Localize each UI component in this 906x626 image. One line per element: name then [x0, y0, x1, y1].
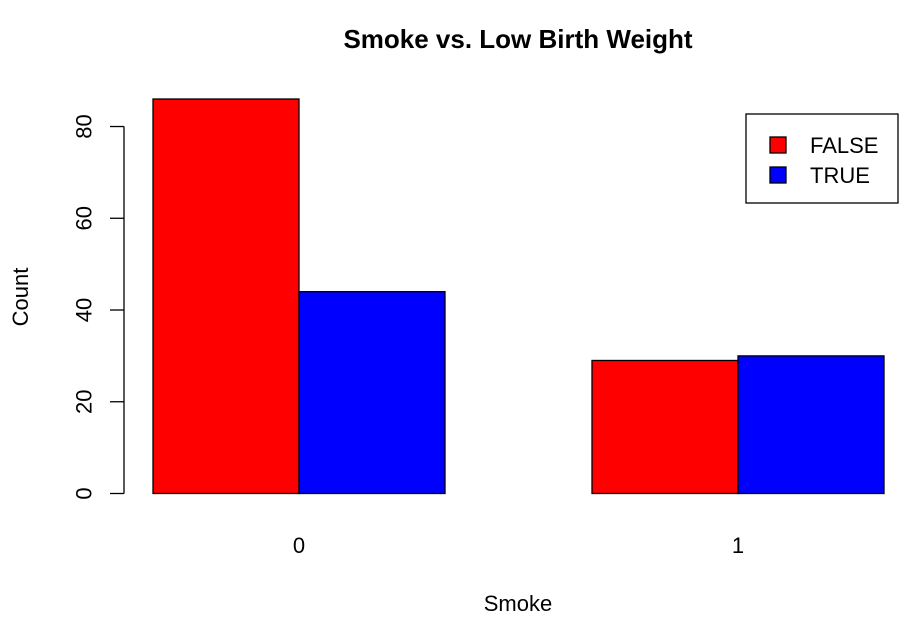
x-axis-label: Smoke	[484, 591, 552, 616]
bar-true-0	[298, 291, 446, 495]
bar-false-0	[152, 98, 300, 495]
y-axis-label: Count	[8, 268, 33, 327]
chart-title: Smoke vs. Low Birth Weight	[343, 24, 692, 54]
legend-swatch-false	[769, 136, 787, 154]
y-tick-label: 20	[72, 390, 97, 414]
y-tick-label: 40	[72, 298, 97, 322]
y-tick-label: 60	[72, 206, 97, 230]
x-tick-label: 1	[732, 533, 744, 558]
y-tick-label: 0	[72, 487, 97, 499]
y-tick-label: 80	[72, 114, 97, 138]
legend-swatch-true	[769, 166, 787, 184]
bar-true-1	[737, 355, 885, 495]
legend-box	[745, 113, 899, 204]
legend-label-true: TRUE	[810, 163, 870, 188]
bar-false-1	[591, 359, 739, 495]
legend-label-false: FALSE	[810, 133, 878, 158]
legend: FALSE TRUE	[745, 113, 899, 204]
y-axis: 0 20 40 60 80	[72, 114, 125, 500]
x-tick-label: 0	[293, 533, 305, 558]
bars	[152, 98, 885, 495]
